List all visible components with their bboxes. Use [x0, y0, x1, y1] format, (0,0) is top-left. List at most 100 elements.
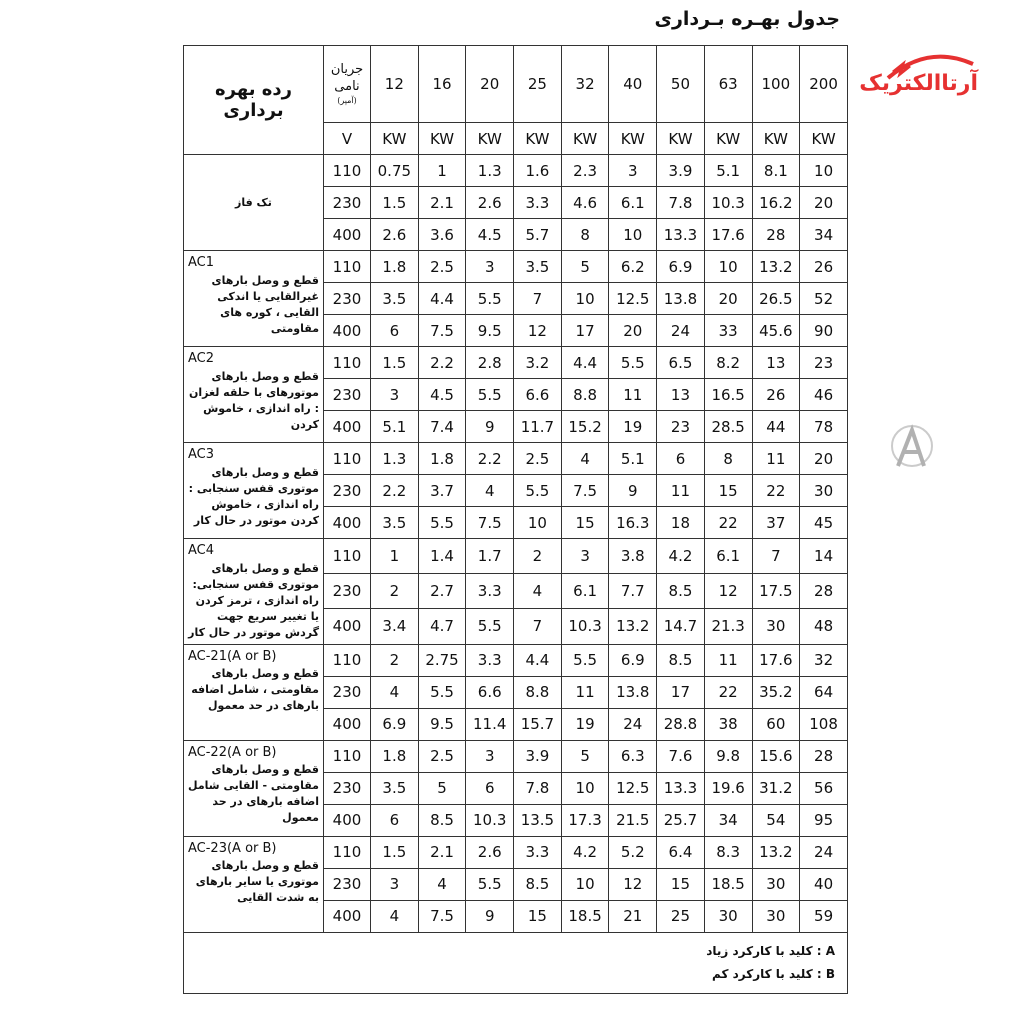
power-cell: 3.6 — [417, 218, 467, 251]
power-cell: 24 — [799, 835, 848, 869]
power-cell: 4.6 — [560, 186, 610, 219]
category-cell: تک فاز — [183, 154, 324, 251]
power-cell: 28 — [751, 218, 801, 251]
ampere-header: 32 — [560, 45, 610, 123]
category-cell: AC1 قطع و وصل بارهای غیرالقایی یا اندکی ا… — [183, 250, 324, 347]
power-cell: 6.9 — [370, 707, 419, 741]
table-row: 230 3 4.5 5.5 6.6 8.8 11 13 16.5 26 46 — [184, 378, 848, 411]
power-cell: 44 — [751, 410, 801, 443]
power-cell: 2.75 — [417, 643, 467, 677]
power-cell: 3 — [370, 867, 419, 901]
category-code: AC3 — [188, 447, 215, 462]
power-cell: 20 — [608, 314, 658, 347]
power-cell: 13.3 — [656, 218, 705, 251]
power-cell: 2 — [513, 537, 562, 575]
category-cell: AC2 قطع و وصل بارهای موتورهای با حلقه لغز… — [183, 346, 324, 443]
voltage-cell: 110 — [323, 537, 371, 575]
power-cell: 5 — [417, 771, 467, 805]
power-cell: 3.3 — [465, 573, 515, 610]
power-cell: 28 — [799, 739, 848, 773]
power-cell: 3.5 — [513, 250, 562, 283]
table-row: 400 6.9 9.5 11.4 15.7 19 24 28.8 38 60 108 — [184, 707, 848, 741]
power-cell: 3.8 — [608, 537, 658, 575]
power-cell: 16.2 — [751, 186, 801, 219]
power-cell: 28.8 — [656, 707, 705, 741]
power-cell: 26 — [751, 378, 801, 411]
power-cell: 0.75 — [370, 154, 419, 187]
lightning-arc-icon — [886, 54, 974, 80]
power-cell: 16.3 — [608, 506, 658, 539]
power-unit: KW — [513, 122, 562, 155]
power-cell: 5 — [560, 739, 610, 773]
power-cell: 5.5 — [465, 867, 515, 901]
power-cell: 40 — [799, 867, 848, 901]
power-cell: 14 — [799, 537, 848, 575]
power-cell: 3.2 — [513, 346, 562, 379]
table-row: 230 3 4 5.5 8.5 10 12 15 18.5 30 40 — [184, 867, 848, 901]
power-cell: 4.4 — [560, 346, 610, 379]
voltage-cell: 230 — [323, 867, 371, 901]
power-cell: 7.4 — [417, 410, 467, 443]
power-cell: 5.7 — [513, 218, 562, 251]
table-row: 230 4 5.5 6.6 8.8 11 13.8 17 22 35.2 64 — [184, 675, 848, 709]
power-cell: 13.2 — [608, 608, 658, 645]
power-cell: 21 — [608, 899, 658, 933]
power-cell: 59 — [799, 899, 848, 933]
power-cell: 13 — [656, 378, 705, 411]
ampere-header: 16 — [417, 45, 467, 123]
power-cell: 6.1 — [560, 573, 610, 610]
power-cell: 7.5 — [465, 506, 515, 539]
power-cell: 30 — [751, 608, 801, 645]
power-cell: 24 — [608, 707, 658, 741]
power-cell: 18.5 — [703, 867, 753, 901]
power-cell: 52 — [799, 282, 848, 315]
voltage-cell: 400 — [323, 410, 371, 443]
current-unit: (آمپر) — [337, 95, 357, 105]
power-cell: 18.5 — [560, 899, 610, 933]
power-cell: 4.4 — [417, 282, 467, 315]
power-cell: 31.2 — [751, 771, 801, 805]
category-cell: AC-21(A or B) قطع و وصل بارهای مقاومتی ، … — [183, 643, 324, 741]
power-cell: 16.5 — [703, 378, 753, 411]
power-cell: 9.5 — [417, 707, 467, 741]
power-cell: 28 — [799, 573, 848, 610]
voltage-cell: 400 — [323, 803, 371, 837]
power-cell: 2.2 — [465, 442, 515, 475]
current-header: جریان نامی (آمپر) — [323, 45, 371, 123]
power-cell: 4 — [417, 867, 467, 901]
table-row: تک فاز 110 0.75 1 1.3 1.6 2.3 3 3.9 5.1 8.1 10 — [183, 154, 848, 251]
ampere-header: 12 — [370, 45, 419, 123]
power-cell: 3 — [465, 739, 515, 773]
table-row: 400 4 7.5 9 15 18.5 21 25 30 30 59 — [184, 899, 848, 933]
table-row: AC2 قطع و وصل بارهای موتورهای با حلقه لغز… — [183, 346, 848, 443]
power-cell: 4.2 — [656, 537, 705, 575]
power-cell: 10 — [560, 282, 610, 315]
power-cell: 11.7 — [513, 410, 562, 443]
power-cell: 10.3 — [560, 608, 610, 645]
power-cell: 19 — [608, 410, 658, 443]
power-cell: 10 — [703, 250, 753, 283]
table-row: 400 2.6 3.6 4.5 5.7 8 10 13.3 17.6 28 34 — [184, 218, 848, 251]
table-row: 230 3.5 4.4 5.5 7 10 12.5 13.8 20 26.5 52 — [184, 282, 848, 315]
voltage-cell: 230 — [323, 186, 371, 219]
power-cell: 3 — [560, 537, 610, 575]
power-cell: 26.5 — [751, 282, 801, 315]
power-unit: KW — [751, 122, 801, 155]
voltage-unit: V — [323, 122, 371, 155]
power-cell: 2.7 — [417, 573, 467, 610]
power-cell: 2.5 — [417, 739, 467, 773]
power-cell: 11 — [560, 675, 610, 709]
power-cell: 34 — [703, 803, 753, 837]
power-cell: 11 — [656, 474, 705, 507]
category-code: AC4 — [188, 543, 215, 558]
power-cell: 2.8 — [465, 346, 515, 379]
power-cell: 10 — [560, 771, 610, 805]
brand-logo: آرتاالکتریک — [848, 44, 980, 100]
power-cell: 12 — [703, 573, 753, 610]
power-cell: 2.6 — [465, 835, 515, 869]
power-cell: 15 — [560, 506, 610, 539]
power-cell: 23 — [799, 346, 848, 379]
power-cell: 6.6 — [513, 378, 562, 411]
category-description: قطع و وصل بارهای غیرالقایی یا اندکی القا… — [211, 273, 319, 335]
power-cell: 2.2 — [370, 474, 419, 507]
